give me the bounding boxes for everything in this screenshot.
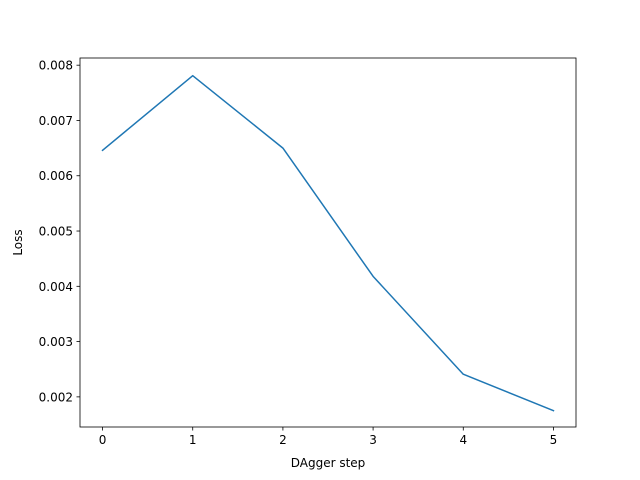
y-tick-label: 0.005 — [39, 225, 73, 239]
x-axis-ticks: 0 1 2 3 4 5 — [99, 427, 558, 447]
series-line — [101, 74, 555, 412]
series-group — [101, 74, 555, 412]
x-tick-label: 5 — [550, 433, 558, 447]
y-axis-label: Loss — [11, 229, 25, 255]
x-axis-label: DAgger step — [291, 456, 366, 470]
y-tick-label: 0.006 — [39, 169, 73, 183]
x-tick-label: 3 — [369, 433, 377, 447]
y-tick-label: 0.002 — [39, 390, 73, 404]
y-tick-label: 0.003 — [39, 335, 73, 349]
y-tick-label: 0.004 — [39, 280, 73, 294]
plot-area-frame — [79, 57, 577, 428]
y-axis-ticks: 0.002 0.003 0.004 0.005 0.006 0.007 0.008 — [39, 59, 80, 404]
x-tick-label: 4 — [459, 433, 467, 447]
x-tick-label: 1 — [189, 433, 197, 447]
y-tick-label: 0.007 — [39, 114, 73, 128]
y-tick-label: 0.008 — [39, 59, 73, 73]
x-tick-label: 2 — [279, 433, 287, 447]
x-tick-label: 0 — [99, 433, 107, 447]
